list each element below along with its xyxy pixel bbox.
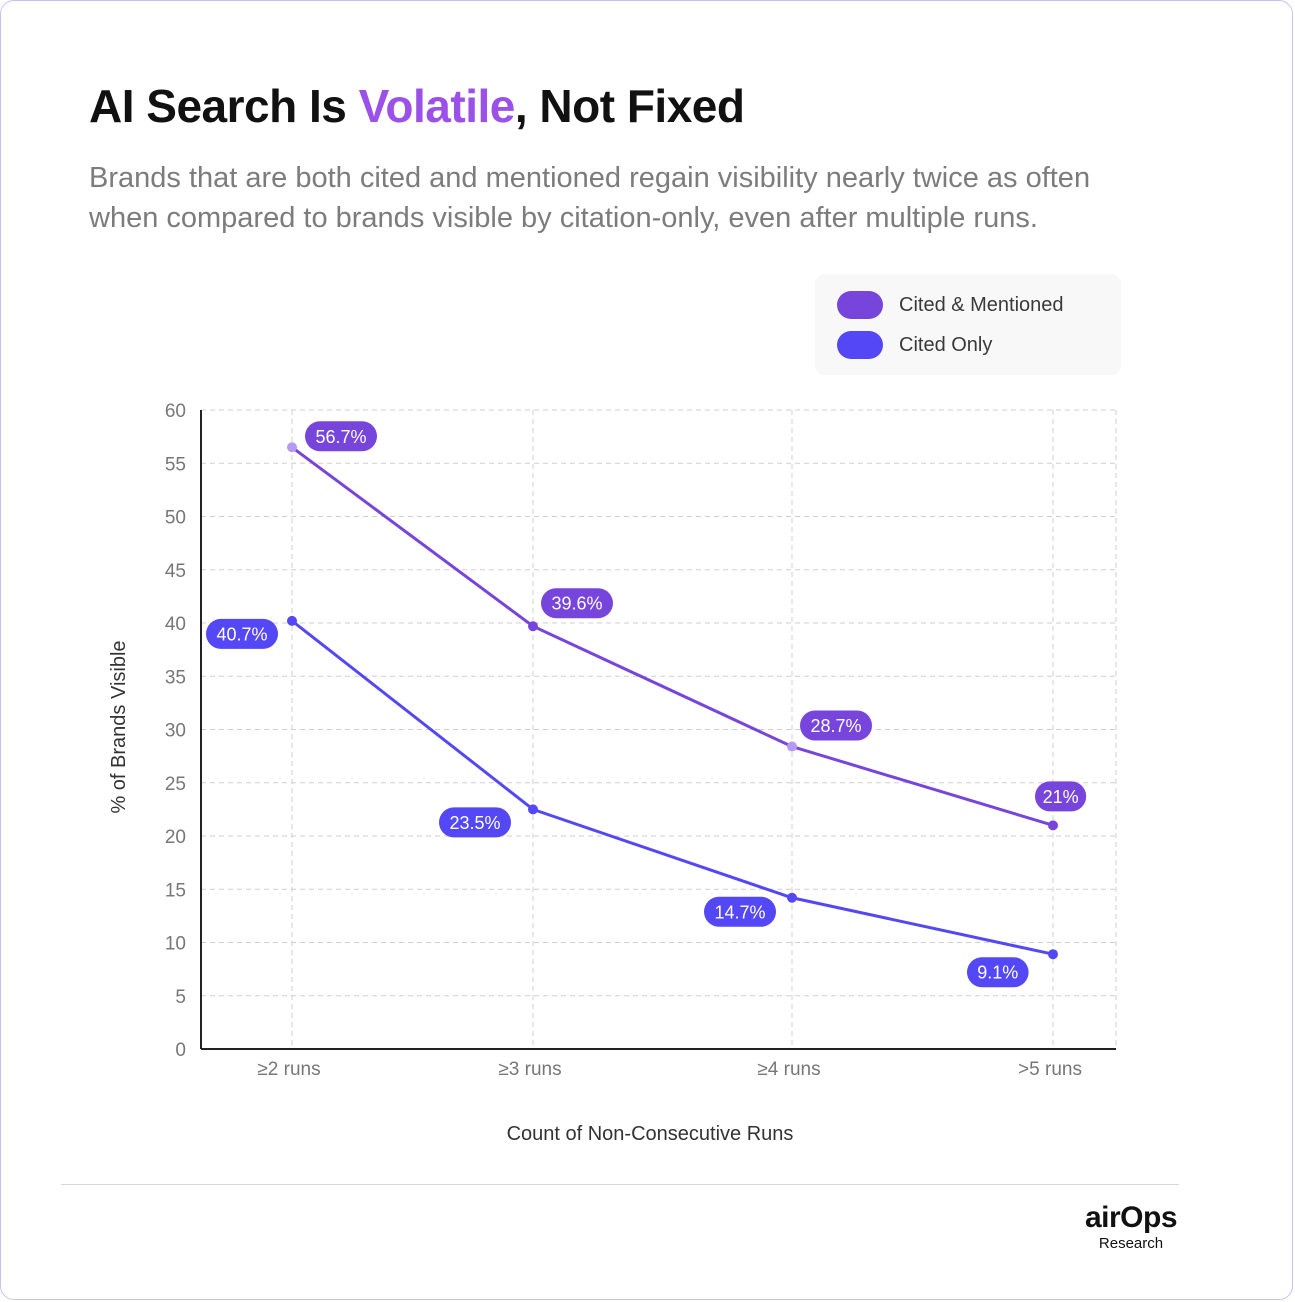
footer-divider (61, 1184, 1179, 1185)
y-tick-label-0: 0 (175, 1040, 186, 1061)
legend-swatch-cited-mentioned (837, 291, 883, 319)
data-label-pill (800, 710, 872, 741)
y-tick-label-20: 20 (165, 827, 186, 848)
x-tick-label: ≥2 runs (257, 1059, 320, 1080)
y-tick-label-30: 30 (165, 721, 186, 742)
data-label: 39.6% (551, 594, 602, 614)
page-title: AI Search Is Volatile, Not Fixed (89, 79, 745, 133)
x-tick-label: >5 runs (1018, 1059, 1082, 1080)
y-tick-label-15: 15 (165, 880, 186, 901)
chart-grid (201, 409, 1117, 1049)
data-point (528, 804, 538, 815)
data-label-pill (967, 957, 1029, 988)
data-point (528, 621, 538, 632)
y-tick-label-40: 40 (165, 614, 186, 635)
legend-item-cited-mentioned: Cited & Mentioned (837, 290, 1064, 320)
chart-axes: 0 5 10 15 20 25 30 35 40 45 50 55 60 ≥2 runs ≥3 runs ≥4… (108, 401, 1116, 1145)
data-label: 14.7% (714, 902, 765, 922)
y-tick-label-10: 10 (165, 934, 186, 955)
y-tick-label-55: 55 (165, 454, 186, 475)
airops-logo: airOps Research (1081, 1201, 1181, 1253)
legend-label-cited-mentioned: Cited & Mentioned (899, 293, 1064, 316)
chart-series (287, 442, 1058, 960)
data-point (787, 741, 797, 752)
line-chart: 0 5 10 15 20 25 30 35 40 45 50 55 60 ≥2 runs ≥3 runs ≥4… (108, 401, 1117, 1145)
y-tick-label-45: 45 (165, 561, 186, 582)
legend-label-cited-only: Cited Only (899, 333, 993, 356)
y-tick-label-35: 35 (165, 667, 186, 688)
logo-wordmark: airOps (1084, 1201, 1178, 1234)
y-tick-label-60: 60 (165, 401, 186, 422)
title-part-2: , Not Fixed (514, 80, 745, 132)
y-tick-label-50: 50 (165, 508, 186, 529)
data-label-pill (541, 588, 613, 619)
legend-item-cited-only: Cited Only (837, 330, 992, 360)
chart-legend: Cited & Mentioned Cited Only (815, 274, 1121, 375)
x-tick-label: ≥3 runs (498, 1059, 561, 1080)
data-label-pill (704, 896, 776, 927)
data-label: 40.7% (216, 624, 267, 644)
legend-swatch-cited-only (837, 331, 883, 359)
logo-subtext: Research (1098, 1235, 1164, 1252)
y-axis-title: % of Brands Visible (108, 640, 130, 813)
data-point (787, 892, 797, 903)
data-label-pill (1035, 781, 1087, 812)
data-point (1048, 820, 1058, 831)
title-accent-word: Volatile (358, 80, 516, 132)
data-label: 23.5% (449, 813, 500, 833)
data-label: 9.1% (977, 963, 1018, 983)
chart-data-labels: 56.7% 39.6% 28.7% 21% 40.7% 23.5% 14.7% 9.1% (206, 421, 1087, 988)
series-line-0 (291, 446, 1054, 827)
series-line-1 (291, 619, 1054, 956)
title-part-1: AI Search Is (89, 80, 359, 132)
data-label-pill (305, 421, 377, 452)
data-label: 21% (1043, 787, 1079, 807)
y-tick-label-5: 5 (175, 987, 186, 1008)
data-label-pill (439, 807, 511, 838)
x-tick-label: ≥4 runs (757, 1059, 820, 1080)
data-point (287, 615, 297, 626)
x-axis-title: Count of Non-Consecutive Runs (507, 1123, 794, 1145)
data-point (287, 442, 297, 453)
y-tick-label-25: 25 (165, 774, 186, 795)
page-subtitle: Brands that are both cited and mentioned… (89, 162, 1091, 234)
data-label: 56.7% (315, 427, 366, 447)
data-label: 28.7% (810, 716, 861, 736)
data-point (1048, 949, 1058, 960)
data-label-pill (206, 618, 278, 649)
